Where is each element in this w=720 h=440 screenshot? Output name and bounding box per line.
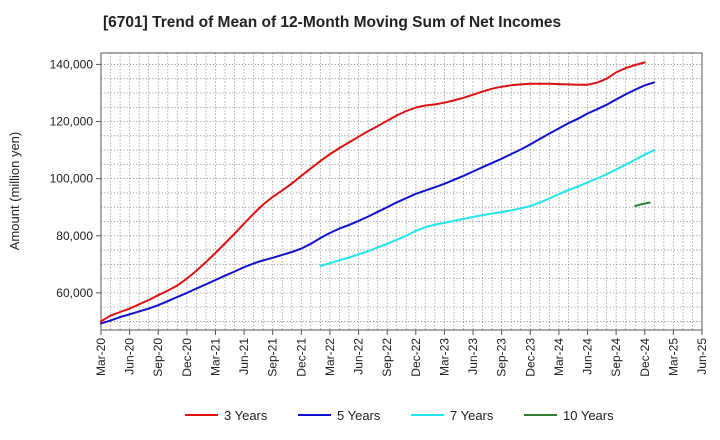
x-tick-label: Mar-21 — [208, 338, 222, 376]
x-tick-label: Dec-20 — [180, 338, 194, 377]
series-line-2 — [100, 81, 656, 325]
grid-layer — [101, 53, 702, 330]
x-tick-label: Sep-24 — [609, 338, 623, 377]
x-tick-label: Sep-21 — [266, 338, 280, 377]
x-tick-label: Sep-23 — [495, 338, 509, 377]
legend-label: 3 Years — [224, 408, 268, 423]
x-axis-ticks: Mar-20 Jun-20 Sep-20 Dec-20 Mar-21 Jun-21 Sep-… — [94, 330, 709, 377]
y-tick-label: 60,000 — [56, 286, 93, 300]
y-tick-label: 100,000 — [50, 172, 94, 186]
y-tick-label: 140,000 — [50, 57, 94, 71]
x-tick-label: Dec-22 — [409, 338, 423, 377]
legend-label: 5 Years — [337, 408, 381, 423]
x-tick-label: Jun-20 — [123, 338, 137, 375]
x-tick-label: Sep-22 — [380, 338, 394, 377]
legend-label: 7 Years — [450, 408, 494, 423]
chart-title: [6701] Trend of Mean of 12-Month Moving … — [103, 14, 562, 31]
legend: 3 Years 5 Years 7 Years 10 Years — [185, 408, 614, 423]
x-tick-label: Sep-20 — [151, 338, 165, 377]
x-tick-label: Mar-23 — [437, 338, 451, 376]
y-axis-ticks: 60,000 80,000 100,000 120,000 140,000 — [50, 57, 101, 300]
x-tick-label: Jun-24 — [581, 338, 595, 375]
x-tick-label: Dec-23 — [523, 338, 537, 377]
x-tick-label: Dec-24 — [638, 338, 652, 377]
x-tick-label: Mar-24 — [552, 338, 566, 376]
x-tick-label: Jun-25 — [695, 338, 709, 375]
y-axis-title: Amount (million yen) — [7, 132, 22, 251]
x-tick-label: Jun-21 — [237, 338, 251, 375]
x-tick-label: Jun-23 — [466, 338, 480, 375]
legend-label: 10 Years — [563, 408, 614, 423]
series-line-1 — [100, 61, 646, 323]
plot-frame — [100, 52, 703, 331]
series-layer — [100, 61, 656, 325]
series-line-4 — [634, 201, 651, 208]
x-tick-label: Dec-21 — [294, 338, 308, 377]
x-tick-label: Jun-22 — [352, 338, 366, 375]
y-tick-label: 80,000 — [56, 229, 93, 243]
x-tick-label: Mar-25 — [666, 338, 680, 376]
y-tick-label: 120,000 — [50, 115, 94, 129]
x-tick-label: Mar-22 — [323, 338, 337, 376]
series-line-3 — [319, 149, 656, 267]
x-tick-label: Mar-20 — [94, 338, 108, 376]
